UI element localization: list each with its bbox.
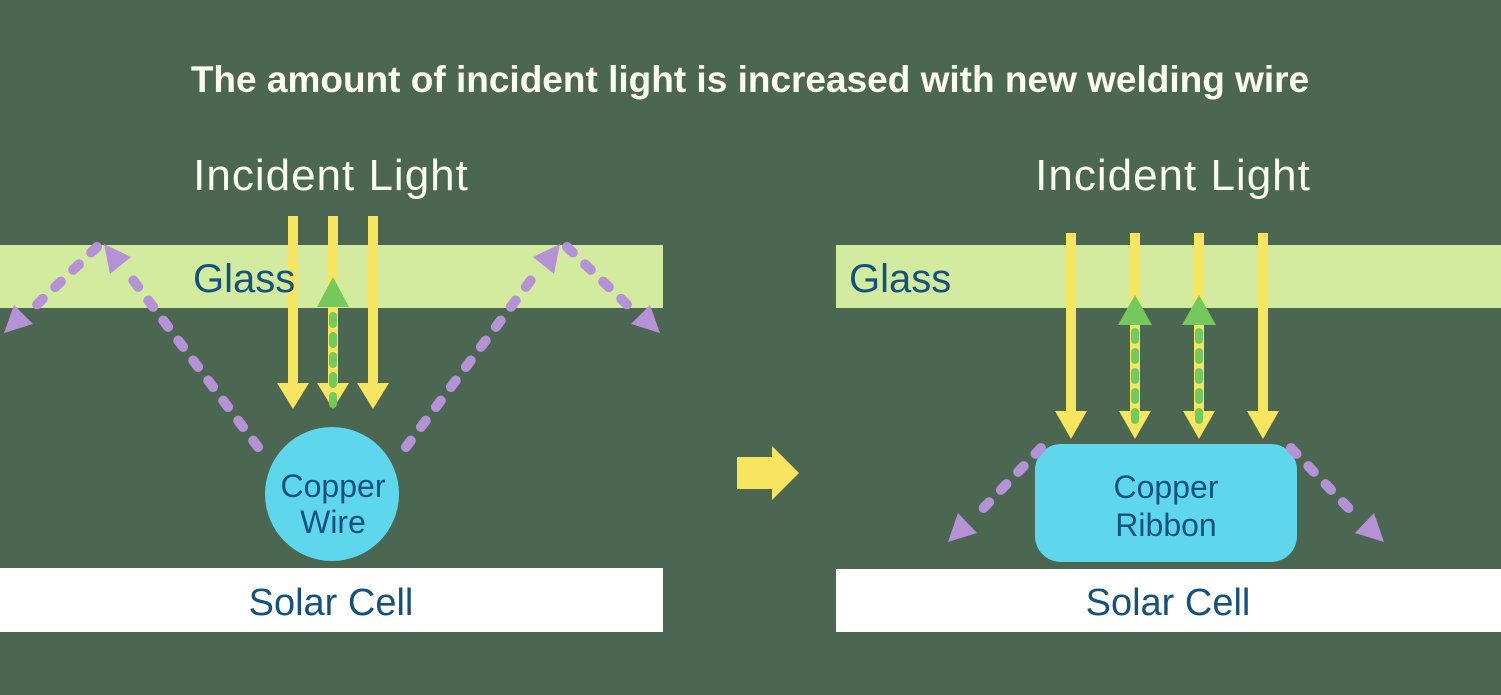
right-glass-band: [836, 245, 1501, 308]
incident-arrow-head-icon: [1247, 411, 1279, 439]
right-incident-light-heading: Incident Light: [1035, 151, 1311, 200]
lost-ray-peak-arrow-icon: [533, 244, 560, 274]
lost-ray-exit-arrow-icon: [1355, 513, 1384, 542]
lost-ray-peak-arrow-icon: [104, 244, 131, 274]
left-reflected-light-arrow: [317, 277, 349, 408]
lost-ray-dashes: [1286, 443, 1362, 522]
incident-arrow-head-icon: [1119, 411, 1151, 439]
lost-ray-dashes: [119, 263, 263, 452]
copper-wire-label-line2: Wire: [300, 504, 366, 540]
right-panel: Incident Light Glass Copper Ribbon Solar…: [836, 151, 1501, 632]
copper-ribbon-rect: [1035, 444, 1297, 562]
reflected-arrow-head-icon: [1118, 295, 1152, 325]
lost-ray-exit-arrow-icon: [631, 305, 660, 333]
copper-ribbon-label-line1: Copper: [1114, 469, 1219, 505]
lost-ray-dashes: [401, 263, 545, 452]
right-solar-cell-label: Solar Cell: [1086, 582, 1251, 624]
lost-ray-exit-arrow-icon: [4, 305, 33, 333]
left-panel: Incident Light Glass Copper Wire Solar C…: [0, 151, 663, 632]
right-reflected-light-arrows: [1118, 295, 1216, 436]
left-solar-cell-bar: [0, 568, 663, 632]
transition-arrow-icon: [737, 446, 799, 500]
right-glass-label: Glass: [849, 257, 951, 301]
right-lost-light-rays: [948, 443, 1384, 542]
left-lost-light-rays: [4, 242, 660, 452]
lost-ray-dashes: [20, 242, 102, 321]
copper-wire-circle: [265, 427, 399, 561]
copper-ribbon-label-line2: Ribbon: [1115, 507, 1216, 543]
reflected-arrow-head-icon: [317, 277, 349, 307]
incident-arrow-head-icon: [1055, 411, 1087, 439]
page-title: The amount of incident light is increase…: [191, 59, 1309, 100]
left-glass-label: Glass: [193, 257, 295, 301]
lost-ray-dashes: [562, 242, 644, 321]
incident-arrow-head-icon: [357, 383, 389, 409]
right-solar-cell-bar: [836, 569, 1501, 632]
left-incident-light-heading: Incident Light: [193, 151, 469, 200]
reflected-arrow-head-icon: [1182, 295, 1216, 325]
incident-arrow-head-icon: [1183, 411, 1215, 439]
lost-ray-dashes: [970, 443, 1046, 522]
incident-arrow-head-icon: [277, 383, 309, 409]
lost-ray-exit-arrow-icon: [948, 513, 977, 542]
left-solar-cell-label: Solar Cell: [249, 582, 414, 624]
copper-wire-label-line1: Copper: [281, 468, 386, 504]
